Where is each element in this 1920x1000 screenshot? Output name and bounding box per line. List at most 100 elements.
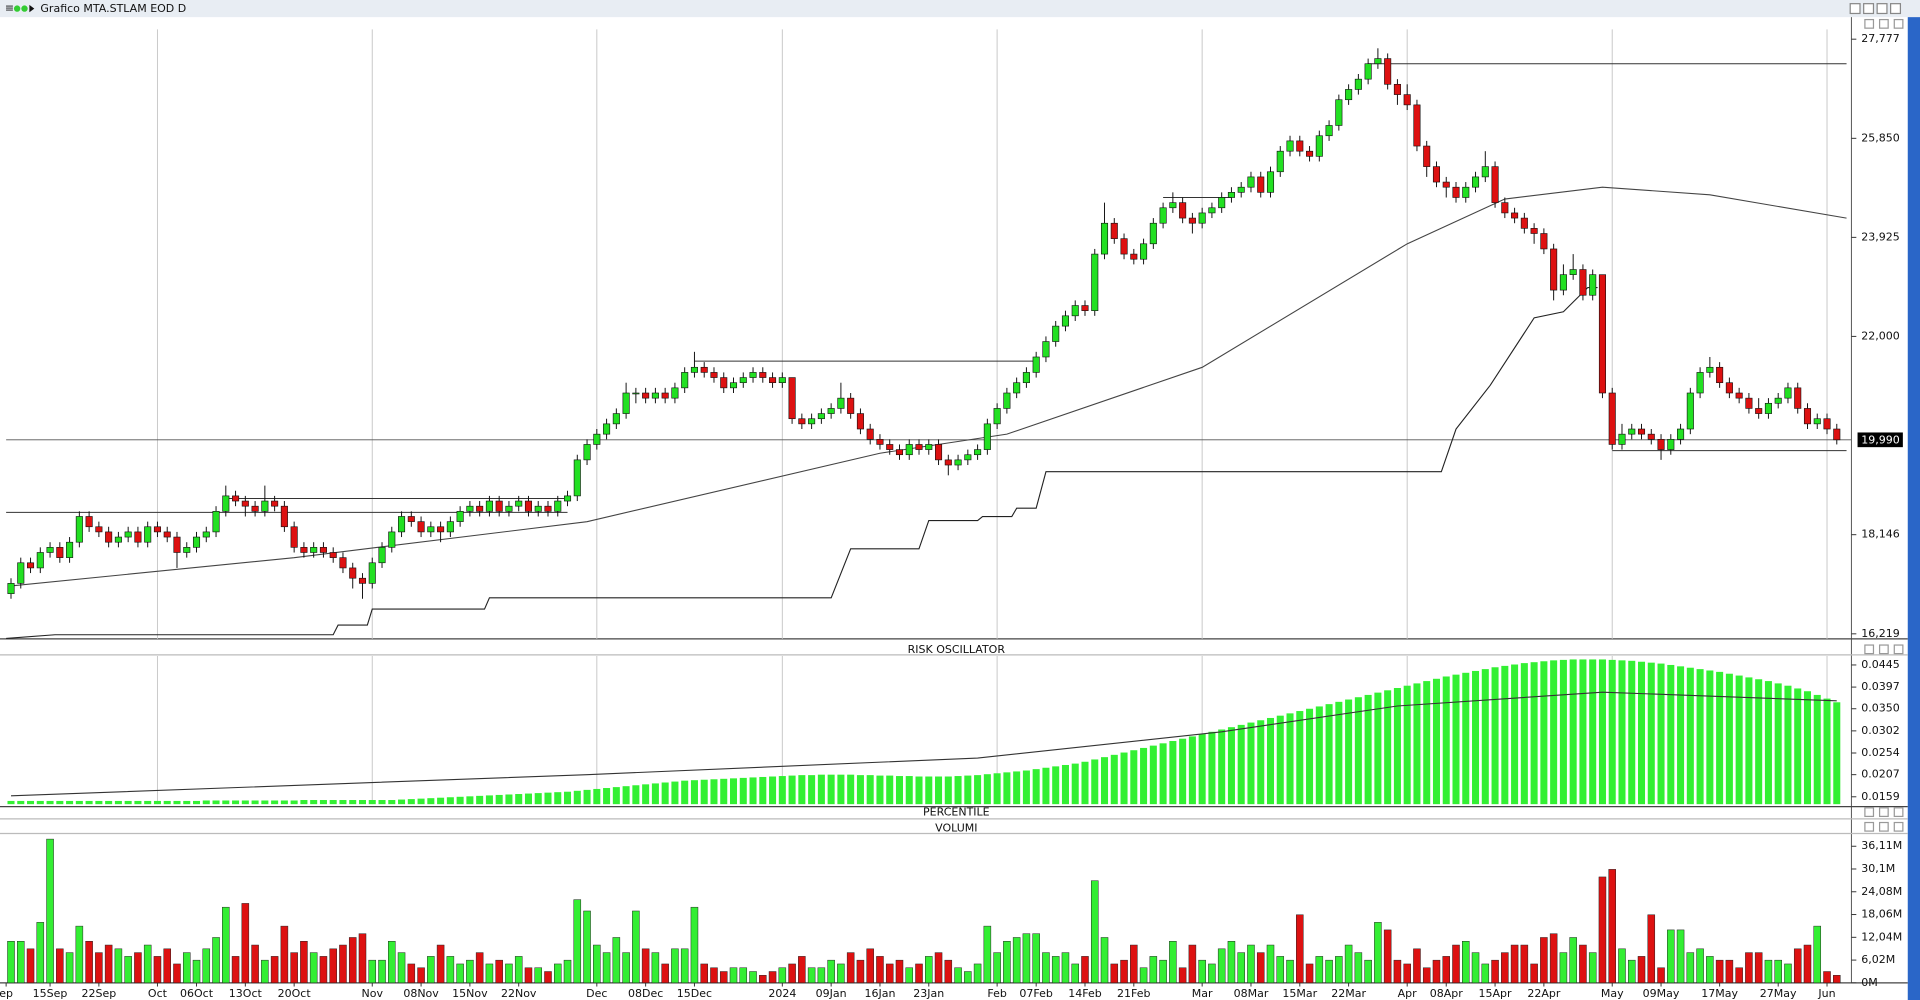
bar xyxy=(476,795,484,805)
bar xyxy=(251,944,259,984)
bar xyxy=(1257,720,1265,805)
bar xyxy=(817,774,825,805)
bar xyxy=(1003,941,1011,984)
bar xyxy=(885,963,894,984)
bar xyxy=(212,937,220,984)
bar xyxy=(1530,963,1538,984)
candle-body xyxy=(1315,135,1323,157)
bar xyxy=(1276,715,1284,805)
last-price-label: 19,990 xyxy=(1861,433,1900,446)
bar xyxy=(358,800,367,805)
play-icon[interactable] xyxy=(29,4,35,13)
bar xyxy=(427,798,435,805)
bar xyxy=(1745,952,1753,984)
button[interactable] xyxy=(1893,821,1904,832)
candle-body xyxy=(1149,222,1157,245)
button[interactable] xyxy=(1878,18,1889,29)
candle-body xyxy=(66,541,74,558)
bar xyxy=(378,800,386,805)
bar xyxy=(1501,665,1509,805)
bar xyxy=(446,797,454,805)
candle-body xyxy=(1452,186,1460,198)
button[interactable] xyxy=(1849,3,1861,15)
bar xyxy=(475,952,484,984)
bar xyxy=(925,776,933,805)
bar xyxy=(495,794,503,805)
candle-body xyxy=(1598,274,1606,394)
button[interactable] xyxy=(1893,18,1904,29)
candle-body xyxy=(1501,202,1509,214)
button[interactable] xyxy=(1893,807,1904,818)
button[interactable] xyxy=(1864,644,1875,655)
bar xyxy=(114,800,122,805)
bar xyxy=(1276,956,1285,984)
button[interactable] xyxy=(1864,807,1875,818)
bar xyxy=(466,959,474,984)
bar xyxy=(95,952,103,984)
bar xyxy=(1071,763,1079,805)
bar xyxy=(915,963,923,984)
bar xyxy=(46,838,54,984)
bar xyxy=(583,789,591,805)
button[interactable] xyxy=(1890,3,1902,15)
candle-body xyxy=(1218,197,1226,209)
pane-buttons[interactable] xyxy=(1864,18,1904,832)
bar xyxy=(1608,869,1616,984)
bar xyxy=(1305,963,1314,984)
bar xyxy=(1090,880,1099,984)
bar xyxy=(1110,754,1118,805)
button[interactable] xyxy=(1878,807,1889,818)
bar xyxy=(1647,914,1656,984)
candle-body xyxy=(1784,387,1792,399)
bar xyxy=(1032,933,1040,984)
candle-body xyxy=(1354,78,1362,90)
bar xyxy=(1677,666,1685,805)
bar xyxy=(1833,702,1841,805)
x-tick-label: 22Sep xyxy=(82,987,117,1000)
window-buttons[interactable] xyxy=(1849,3,1902,15)
candle-body xyxy=(1472,176,1480,188)
candle-body xyxy=(319,547,327,553)
button[interactable] xyxy=(1878,644,1889,655)
candle-body xyxy=(778,377,786,384)
button[interactable] xyxy=(1893,644,1904,655)
candle-body xyxy=(1647,433,1655,440)
bar xyxy=(1022,933,1031,984)
bar xyxy=(1188,736,1196,805)
button[interactable] xyxy=(1876,3,1888,15)
menu-icon[interactable]: ≡ xyxy=(5,2,14,15)
bar xyxy=(1784,685,1792,805)
x-tick-label: 22Apr xyxy=(1527,987,1561,1000)
bar xyxy=(1794,688,1802,805)
candle-body xyxy=(1608,392,1616,445)
bar xyxy=(280,925,289,984)
bar xyxy=(1393,688,1401,805)
button[interactable] xyxy=(1864,18,1875,29)
candle-body xyxy=(1237,186,1245,193)
candle-body xyxy=(17,562,25,584)
y-tick-label: 0.0302 xyxy=(1861,724,1900,737)
bar xyxy=(105,800,113,805)
candle-body xyxy=(1803,408,1812,425)
button[interactable] xyxy=(1864,821,1875,832)
button[interactable] xyxy=(1878,821,1889,832)
bar xyxy=(1764,959,1773,984)
bar xyxy=(564,791,572,805)
y-tick-label: 23,925 xyxy=(1861,230,1900,243)
toolbar-strip[interactable] xyxy=(1907,17,1920,1000)
x-tick-label: 15Apr xyxy=(1479,987,1513,1000)
candle-body xyxy=(1628,428,1636,435)
bar xyxy=(661,782,669,805)
bar xyxy=(1442,956,1451,984)
bar xyxy=(417,967,425,984)
y-tick-label: 22,000 xyxy=(1861,329,1900,342)
candle-body xyxy=(524,500,532,512)
bar xyxy=(1384,690,1392,805)
bar xyxy=(1149,745,1157,805)
candle-body xyxy=(1374,58,1382,65)
candle-body xyxy=(632,392,640,395)
candle-body xyxy=(183,547,191,553)
candle-body xyxy=(27,562,35,569)
button[interactable] xyxy=(1863,3,1875,15)
candle-body xyxy=(827,408,835,414)
